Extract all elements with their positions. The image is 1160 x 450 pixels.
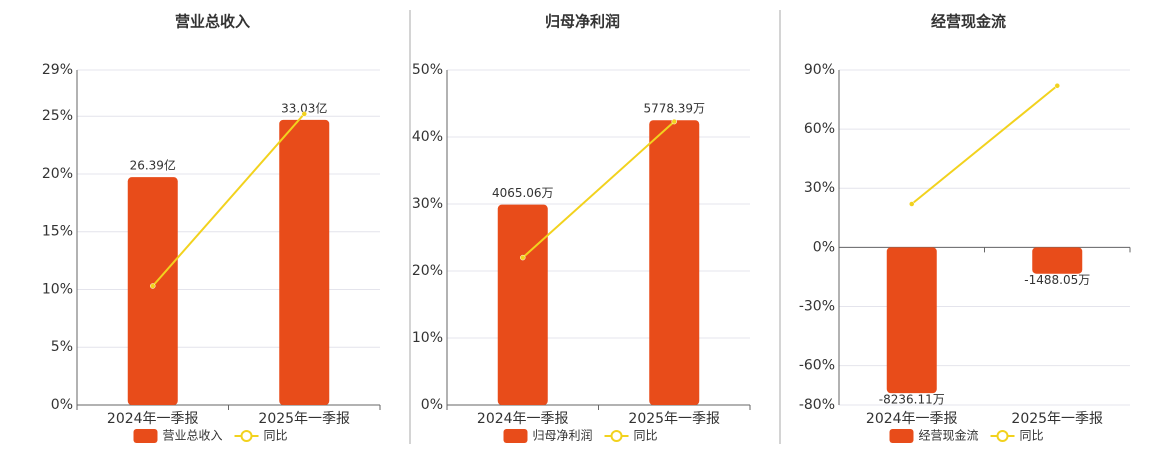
line xyxy=(151,113,306,287)
y-tick-label: 29% xyxy=(42,62,73,78)
chart-title: 经营现金流 xyxy=(931,13,1006,31)
data-label: 26.39亿 xyxy=(130,158,176,173)
y-tick-label: 20% xyxy=(42,166,73,182)
line xyxy=(522,120,675,259)
x-tick-label: 2025年一季报 xyxy=(628,411,720,427)
legend-label: 同比 xyxy=(1020,429,1044,443)
legend-label: 同比 xyxy=(264,429,288,443)
x-tick-label: 2024年一季报 xyxy=(477,411,569,427)
point xyxy=(909,201,915,207)
y-tick-label: -60% xyxy=(799,358,835,374)
line xyxy=(911,84,1058,205)
x-tick-label: 2024年一季报 xyxy=(866,411,958,427)
legend-label: 同比 xyxy=(634,429,658,443)
legend-swatch xyxy=(133,429,158,443)
legend-swatch xyxy=(240,430,253,442)
y-tick-label: 60% xyxy=(804,121,835,137)
legend-label: 经营现金流 xyxy=(919,428,979,443)
y-tick-label: 0% xyxy=(421,397,443,413)
legend-swatch xyxy=(996,430,1009,442)
legend-label: 归母净利润 xyxy=(533,429,593,443)
y-tick-label: 25% xyxy=(42,108,73,124)
y-tick-label: 0% xyxy=(813,239,835,255)
y-tick-label: 30% xyxy=(412,196,443,212)
y-tick-label: 10% xyxy=(42,281,73,297)
bar xyxy=(1032,247,1083,274)
data-label: -8236.11万 xyxy=(879,393,945,407)
bar xyxy=(886,247,937,394)
y-tick-label: 10% xyxy=(412,330,443,346)
y-tick-label: 90% xyxy=(804,62,835,78)
bar xyxy=(649,120,700,405)
legend-swatch xyxy=(610,430,623,442)
bar xyxy=(127,177,178,405)
legend-swatch xyxy=(503,429,528,443)
bar xyxy=(279,119,330,405)
point xyxy=(671,118,677,125)
legend-swatch xyxy=(889,429,914,443)
y-tick-label: 15% xyxy=(42,224,73,240)
bar xyxy=(497,204,548,405)
y-tick-label: -30% xyxy=(799,298,835,314)
point xyxy=(520,254,526,261)
data-label: 4065.06万 xyxy=(492,186,554,200)
legend-label: 营业总收入 xyxy=(163,429,223,443)
x-tick-label: 2024年一季报 xyxy=(107,411,199,427)
point xyxy=(150,283,156,289)
y-tick-label: 50% xyxy=(412,62,443,78)
y-tick-label: 30% xyxy=(804,180,835,196)
x-tick-label: 2025年一季报 xyxy=(258,411,350,427)
y-tick-label: 0% xyxy=(51,397,73,413)
data-label: 33.03亿 xyxy=(281,100,327,115)
chart-title: 归母净利润 xyxy=(545,13,620,31)
data-label: -1488.05万 xyxy=(1024,273,1090,287)
chart-title: 营业总收入 xyxy=(175,13,250,31)
point xyxy=(301,111,307,117)
data-label: 5778.39万 xyxy=(643,102,705,116)
y-tick-label: 20% xyxy=(412,263,443,279)
y-tick-label: -80% xyxy=(799,397,835,413)
y-tick-label: 5% xyxy=(51,339,73,355)
x-tick-label: 2025年一季报 xyxy=(1011,411,1103,427)
y-tick-label: 40% xyxy=(412,129,443,145)
point xyxy=(1054,83,1060,89)
